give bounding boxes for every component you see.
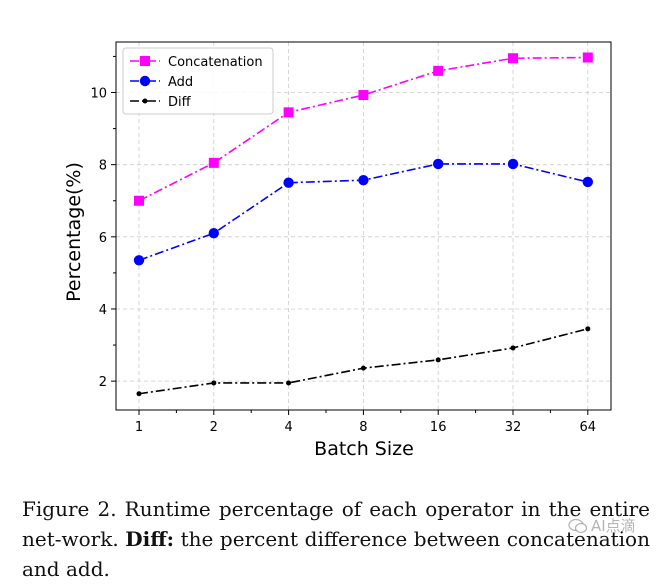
data-point: [585, 326, 591, 332]
legend: Concatenation Add Diff: [122, 47, 274, 115]
x-tick-label: 16: [430, 420, 447, 435]
data-point: [211, 380, 217, 386]
watermark: AI点滴: [568, 515, 636, 536]
legend-box: [122, 47, 274, 115]
x-tick-label: 32: [505, 420, 522, 435]
caption-prefix: Figure 2. Runtime percentage of each ope…: [22, 497, 650, 551]
data-point: [283, 177, 294, 188]
y-tick-label: 6: [99, 231, 107, 246]
data-point: [582, 52, 593, 63]
data-point: [358, 90, 369, 101]
data-point: [358, 174, 369, 186]
data-point: [139, 75, 151, 87]
data-point: [136, 391, 142, 397]
legend-item: Concatenation: [130, 55, 263, 70]
legend-label: Add: [168, 75, 193, 90]
x-axis-label: Batch Size: [314, 438, 414, 460]
data-point: [508, 53, 518, 64]
wechat-icon: [568, 518, 588, 533]
x-tick-label: 1: [135, 420, 143, 435]
x-tick-label: 8: [359, 420, 367, 435]
data-point: [208, 157, 219, 168]
data-point: [133, 255, 145, 266]
y-tick-label: 4: [99, 303, 107, 318]
x-tick-label: 4: [284, 420, 292, 435]
legend-item: Add: [130, 75, 193, 90]
data-point: [134, 195, 144, 206]
figure-caption: Figure 2. Runtime percentage of each ope…: [22, 494, 650, 584]
line-chart: 1 2 4 8 16 32 64 2 4 6 8 10 Batch Size Percentage(%…: [63, 41, 612, 460]
watermark-text: AI点滴: [591, 517, 636, 535]
y-tick-label: 2: [99, 375, 107, 390]
data-point: [286, 380, 292, 386]
legend-label: Diff: [168, 95, 192, 110]
y-tick-label: 8: [99, 159, 107, 174]
axis-ticks: 1 2 4 8 16 32 64 2 4 6 8 10: [90, 55, 597, 435]
x-tick-label: 64: [580, 420, 597, 435]
legend-label: Concatenation: [168, 55, 263, 70]
data-point: [433, 65, 444, 76]
data-point: [283, 107, 294, 118]
data-point: [507, 158, 519, 170]
y-tick-label: 10: [90, 87, 107, 102]
data-point: [433, 158, 444, 170]
data-point: [435, 357, 441, 363]
y-axis-label: Percentage(%): [63, 162, 85, 302]
series-diff: [136, 326, 591, 397]
data-point: [208, 228, 219, 239]
data-point: [510, 345, 516, 351]
data-point: [360, 365, 366, 371]
series-concatenation: [134, 52, 593, 206]
x-tick-label: 2: [210, 420, 218, 435]
series-layer: [133, 52, 593, 397]
legend-item: Diff: [130, 95, 192, 110]
data-point: [142, 98, 148, 104]
series-add: [133, 158, 593, 266]
data-point: [140, 56, 150, 66]
caption-bold-term: Diff:: [125, 527, 175, 551]
data-point: [582, 176, 593, 188]
